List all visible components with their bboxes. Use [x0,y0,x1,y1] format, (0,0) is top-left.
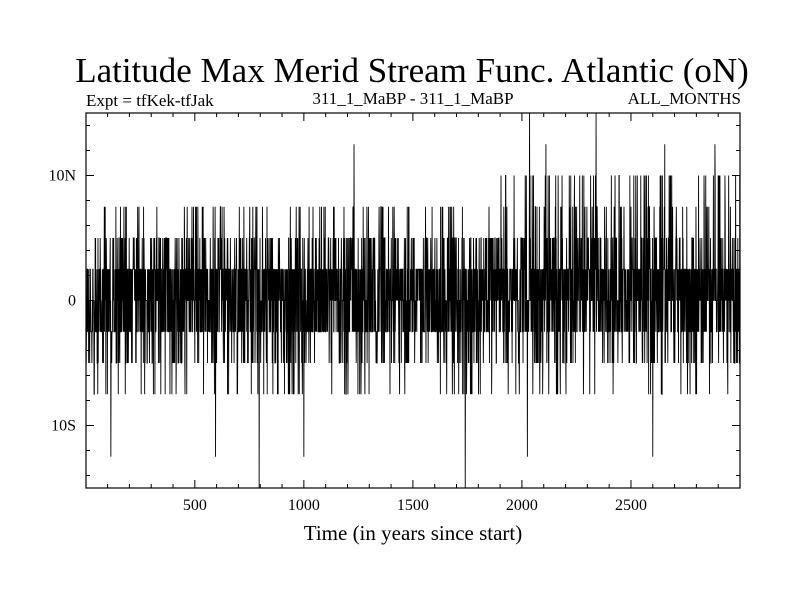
series-layer [85,112,741,489]
x-tick-label: 2500 [615,497,647,514]
subtitle-center: 311_1_MaBP - 311_1_MaBP [312,89,513,108]
x-axis-label: Time (in years since start) [304,521,523,545]
x-tick-label: 2000 [506,497,538,514]
x-tick-label: 500 [183,497,207,514]
subtitle-left: Expt = tfKek-tfJak [86,91,214,110]
x-tick-label: 1000 [288,497,320,514]
y-tick-label: 0 [68,293,76,310]
series-line [85,112,741,489]
chart-title: Latitude Max Merid Stream Func. Atlantic… [75,51,749,90]
y-tick-label: 10S [51,418,76,435]
y-tick-label: 10N [48,168,76,185]
axes-layer: 500 1000 1500 2000 2500 10N 0 10S [48,113,740,514]
plot-frame [85,112,741,489]
x-tick-label: 1500 [397,497,429,514]
subtitle-right: ALL_MONTHS [628,89,741,108]
